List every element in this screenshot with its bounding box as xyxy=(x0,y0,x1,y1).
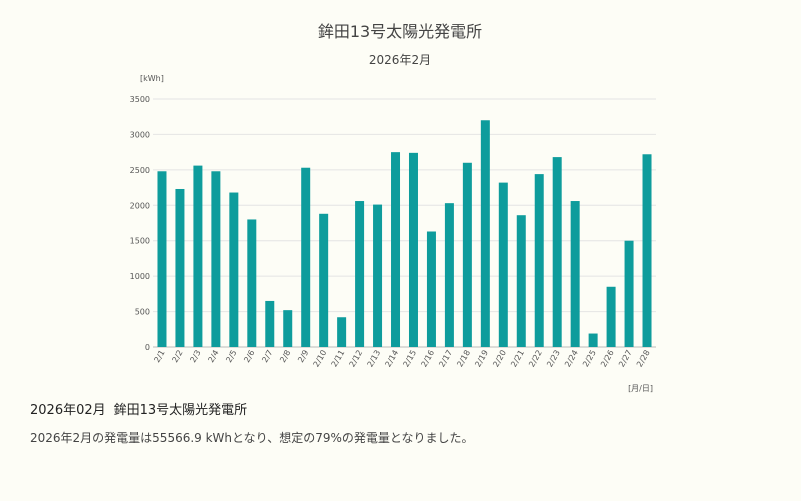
bar xyxy=(355,201,365,347)
bar xyxy=(301,167,311,347)
x-tick-label: 2/14 xyxy=(383,349,400,369)
y-tick-label: 0 xyxy=(145,343,150,352)
x-tick-label: 2/11 xyxy=(330,349,347,369)
x-tick-label: 2/3 xyxy=(188,349,202,365)
bar xyxy=(624,240,634,347)
bar xyxy=(426,231,436,347)
x-tick-label: 2/28 xyxy=(635,349,652,369)
x-axis-unit: [月/日] xyxy=(628,384,653,393)
bar xyxy=(391,152,401,347)
y-axis-unit: [kWh] xyxy=(140,74,164,83)
bar xyxy=(552,157,562,347)
x-tick-label: 2/8 xyxy=(278,349,292,365)
x-tick-label: 2/4 xyxy=(206,349,220,365)
x-tick-label: 2/6 xyxy=(242,349,256,365)
x-tick-label: 2/5 xyxy=(224,349,238,365)
x-tick-label: 2/10 xyxy=(312,349,329,369)
bar xyxy=(534,174,544,347)
x-tick-label: 2/16 xyxy=(419,349,436,369)
summary-plant-name: 鉾田13号太陽光発電所 xyxy=(113,403,248,418)
x-tick-label: 2/27 xyxy=(617,349,634,369)
summary-text: 2026年2月の発電量は55566.9 kWhとなり、想定の79%の発電量となり… xyxy=(30,431,474,445)
y-tick-label: 1500 xyxy=(130,237,150,246)
bar xyxy=(462,162,472,347)
summary-period: 2026年02月 xyxy=(30,403,106,418)
x-axis-ticks: 2/1 2/2 2/3 2/4 2/5 2/6 2/7 2/8 2/9 2/10 2/11 2/12 2… xyxy=(152,349,651,369)
x-tick-label: 2/12 xyxy=(348,349,365,369)
generation-chart: 鉾田13号太陽光発電所 2026年2月 [kWh] [月/日] 0 500 1000… xyxy=(130,22,656,393)
bar xyxy=(319,213,329,347)
x-tick-label: 2/17 xyxy=(437,349,454,369)
x-tick-label: 2/25 xyxy=(581,349,598,369)
y-axis-ticks: 0 500 1000 1500 2000 2500 3000 3500 xyxy=(130,95,150,352)
y-tick-label: 2500 xyxy=(130,166,150,175)
summary-heading: 2026年02月 鉾田13号太陽光発電所 xyxy=(30,399,247,418)
bar xyxy=(444,203,454,347)
y-tick-label: 3000 xyxy=(130,130,150,139)
y-tick-label: 3500 xyxy=(130,95,150,104)
bar xyxy=(570,201,580,347)
bar xyxy=(265,300,275,347)
x-tick-label: 2/20 xyxy=(491,349,508,369)
bar xyxy=(283,310,293,347)
x-tick-label: 2/9 xyxy=(296,349,310,365)
x-tick-label: 2/26 xyxy=(599,349,616,369)
bar xyxy=(229,192,239,347)
x-tick-label: 2/18 xyxy=(455,349,472,369)
x-tick-label: 2/23 xyxy=(545,349,562,369)
x-tick-label: 2/1 xyxy=(152,349,166,365)
y-tick-label: 1000 xyxy=(130,272,150,281)
bar xyxy=(498,182,508,347)
bar xyxy=(373,204,383,347)
bar xyxy=(606,286,616,347)
x-tick-label: 2/13 xyxy=(366,349,383,369)
bar xyxy=(157,171,167,347)
bar xyxy=(642,154,652,347)
x-tick-label: 2/7 xyxy=(260,349,274,365)
bar xyxy=(588,333,598,347)
bar xyxy=(175,188,185,347)
chart-title: 鉾田13号太陽光発電所 xyxy=(318,22,482,41)
chart-subtitle: 2026年2月 xyxy=(369,53,431,67)
bar xyxy=(480,120,490,347)
bar xyxy=(337,317,347,347)
x-tick-label: 2/2 xyxy=(170,349,184,365)
x-tick-label: 2/24 xyxy=(563,349,580,369)
x-tick-label: 2/22 xyxy=(527,349,544,369)
x-tick-label: 2/19 xyxy=(473,349,490,369)
bar xyxy=(193,165,203,347)
bar-series xyxy=(157,120,652,347)
y-tick-label: 2000 xyxy=(130,201,150,210)
bar xyxy=(211,171,221,347)
x-tick-label: 2/21 xyxy=(509,349,526,369)
x-tick-label: 2/15 xyxy=(401,349,418,369)
bar xyxy=(516,215,526,347)
grid-lines xyxy=(153,98,656,348)
y-tick-label: 500 xyxy=(135,308,150,317)
bar xyxy=(408,152,418,347)
bar xyxy=(247,219,257,347)
